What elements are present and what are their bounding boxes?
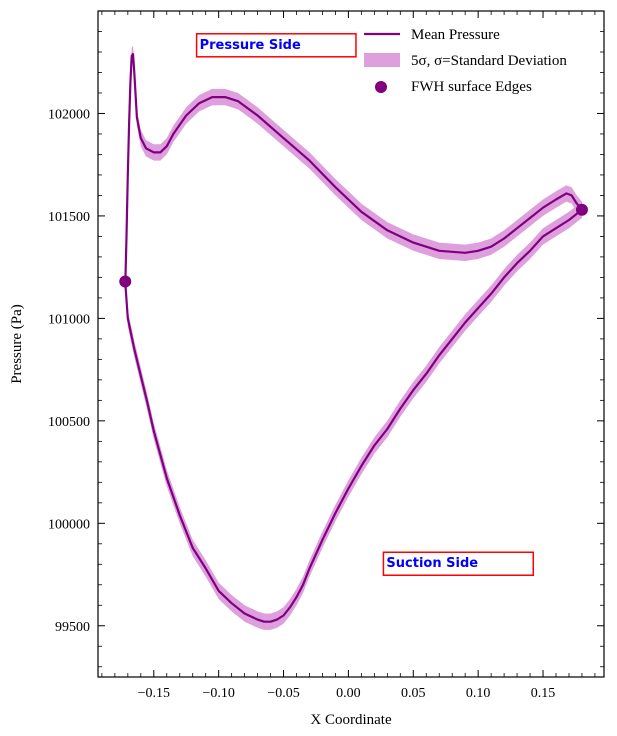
- annotation-box: [195, 33, 357, 58]
- legend-label: 5σ, σ=Standard Deviation: [411, 53, 567, 69]
- plot-layer: [119, 45, 588, 630]
- y-tick-label: 101000: [48, 312, 90, 327]
- std-band-pressure-side: [125, 45, 582, 296]
- legend-swatch-band: [364, 53, 400, 67]
- legend: Mean Pressure 5σ, σ=Standard Deviation FWH…: [364, 27, 567, 95]
- x-axis-label: X Coordinate: [310, 712, 392, 728]
- x-tick-label: −0.05: [267, 686, 299, 701]
- x-tick-label: −0.15: [138, 686, 170, 701]
- y-axis-label: Pressure (Pa): [9, 304, 25, 384]
- legend-label: FWH surface Edges: [411, 79, 532, 95]
- plot-frame: [97, 10, 605, 678]
- legend-item-1: Mean Pressure: [364, 27, 500, 43]
- ticks-layer: −0.15 −0.10 −0.05 0.00 0.05 0.10 0.15 99500 1000…: [48, 11, 604, 701]
- x-tick-label: 0.00: [336, 686, 361, 701]
- fwh-edge-point-1: [119, 275, 132, 288]
- legend-label: Mean Pressure: [411, 27, 500, 43]
- legend-swatch-dot: [375, 81, 387, 93]
- y-tick-label: 99500: [55, 620, 90, 635]
- mean-line-pressure-side: [124, 52, 583, 288]
- x-tick-label: 0.15: [531, 686, 556, 701]
- y-tick-label: 100000: [48, 517, 90, 532]
- legend-item-2: 5σ, σ=Standard Deviation: [364, 53, 567, 69]
- annotation-2: Suction Side: [382, 551, 535, 576]
- mean-line-suction-side: [124, 208, 583, 623]
- legend-item-3: FWH surface Edges: [375, 79, 532, 95]
- y-tick-label: 100500: [48, 415, 90, 430]
- x-tick-label: −0.10: [202, 686, 234, 701]
- annotation-1: Pressure Side: [195, 33, 357, 58]
- annotation-text: Pressure Side: [200, 38, 301, 53]
- annotation-box: [382, 551, 535, 576]
- y-tick-label: 101500: [48, 210, 90, 225]
- x-tick-label: 0.05: [401, 686, 426, 701]
- y-tick-label: 102000: [48, 107, 90, 122]
- fwh-edge-point-2: [575, 203, 588, 216]
- x-tick-label: 0.10: [466, 686, 491, 701]
- annotation-text: Suction Side: [386, 556, 478, 571]
- annotations: Pressure Side Suction Side: [195, 33, 535, 576]
